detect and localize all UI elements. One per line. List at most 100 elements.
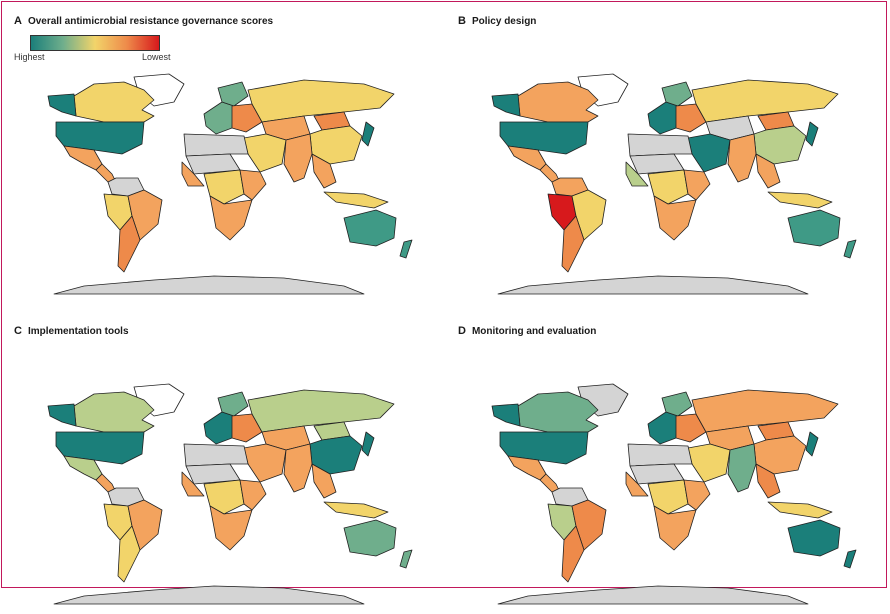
region-middle-east — [687, 443, 731, 483]
region-central-america — [539, 163, 561, 183]
region-scandinavia — [661, 81, 693, 107]
region-usa — [499, 121, 589, 155]
region-south-asia — [283, 443, 313, 493]
region-east-africa — [239, 479, 267, 511]
region-russia — [691, 389, 839, 433]
figure-frame — [1, 1, 887, 588]
region-west-africa — [625, 471, 649, 497]
region-russia — [247, 79, 395, 123]
region-usa — [55, 121, 145, 155]
region-east-africa — [683, 479, 711, 511]
region-southern-africa — [209, 505, 253, 551]
region-japan — [361, 431, 375, 457]
region-scandinavia — [217, 81, 249, 107]
region-west-africa — [181, 471, 205, 497]
region-japan — [805, 121, 819, 147]
region-alaska — [47, 403, 77, 427]
region-new-zealand — [843, 239, 857, 259]
region-eastern-europe — [675, 103, 707, 133]
region-antarctica — [497, 275, 809, 295]
region-central-america — [539, 473, 561, 493]
region-north-africa — [627, 443, 693, 467]
region-alaska — [47, 93, 77, 117]
region-southeast-asia — [311, 153, 337, 189]
region-indonesia — [323, 501, 389, 519]
region-australia — [787, 519, 841, 557]
region-canada — [73, 81, 155, 123]
region-south-asia — [727, 443, 757, 493]
panel-d: D Monitoring and evaluation — [448, 314, 878, 605]
region-middle-east — [243, 133, 287, 173]
region-southeast-asia — [755, 153, 781, 189]
region-southern-africa — [653, 505, 697, 551]
region-southern-cone — [561, 525, 585, 583]
region-east-africa — [239, 169, 267, 201]
region-scandinavia — [217, 391, 249, 417]
region-central-america — [95, 163, 117, 183]
region-eastern-europe — [231, 103, 263, 133]
region-antarctica — [53, 585, 365, 605]
region-central-africa — [203, 479, 245, 515]
region-southern-cone — [117, 525, 141, 583]
region-south-asia — [727, 133, 757, 183]
region-southern-cone — [117, 215, 141, 273]
world-map — [491, 383, 857, 605]
legend-gradient-bar — [30, 35, 160, 51]
region-japan — [805, 431, 819, 457]
region-middle-east — [687, 133, 731, 173]
region-indonesia — [767, 501, 833, 519]
legend-highest-label: Highest — [14, 52, 45, 62]
panel-title: A Overall antimicrobial resistance govern… — [14, 15, 273, 27]
region-russia — [691, 79, 839, 123]
region-middle-east — [243, 443, 287, 483]
region-new-zealand — [399, 239, 413, 259]
region-north-africa — [183, 443, 249, 467]
region-japan — [361, 121, 375, 147]
region-north-africa — [183, 133, 249, 157]
panel-title: B Policy design — [458, 15, 536, 27]
world-map — [47, 73, 413, 295]
region-central-america — [95, 473, 117, 493]
region-western-europe — [647, 411, 679, 445]
region-antarctica — [497, 585, 809, 605]
panel-letter: D — [458, 325, 466, 337]
region-canada — [73, 391, 155, 433]
panel-title: C Implementation tools — [14, 325, 129, 337]
legend-lowest-label: Lowest — [142, 52, 171, 62]
region-alaska — [491, 93, 521, 117]
region-southern-africa — [209, 195, 253, 241]
region-new-zealand — [843, 549, 857, 569]
region-western-europe — [203, 411, 235, 445]
region-eastern-europe — [675, 413, 707, 443]
panel-letter: B — [458, 15, 466, 27]
world-map — [491, 73, 857, 295]
region-southeast-asia — [755, 463, 781, 499]
region-southern-africa — [653, 195, 697, 241]
panel-title-text: Policy design — [471, 16, 537, 27]
region-canada — [517, 81, 599, 123]
region-indonesia — [323, 191, 389, 209]
region-west-africa — [625, 161, 649, 187]
region-western-europe — [647, 101, 679, 135]
panel-title: D Monitoring and evaluation — [458, 325, 596, 337]
region-australia — [787, 209, 841, 247]
region-russia — [247, 389, 395, 433]
panel-title-text: Monitoring and evaluation — [471, 326, 597, 337]
panel-a: A Overall antimicrobial resistance govern… — [4, 4, 434, 295]
region-indonesia — [767, 191, 833, 209]
region-southeast-asia — [311, 463, 337, 499]
region-usa — [55, 431, 145, 465]
region-central-africa — [203, 169, 245, 205]
region-south-asia — [283, 133, 313, 183]
region-central-africa — [647, 169, 689, 205]
region-new-zealand — [399, 549, 413, 569]
region-canada — [517, 391, 599, 433]
region-australia — [343, 519, 397, 557]
panel-b: B Policy design — [448, 4, 878, 295]
region-east-africa — [683, 169, 711, 201]
region-central-africa — [647, 479, 689, 515]
panel-letter: C — [14, 325, 22, 337]
region-australia — [343, 209, 397, 247]
color-legend: Highest Lowest — [14, 35, 190, 64]
panel-title-text: Overall antimicrobial resistance governa… — [27, 16, 274, 27]
